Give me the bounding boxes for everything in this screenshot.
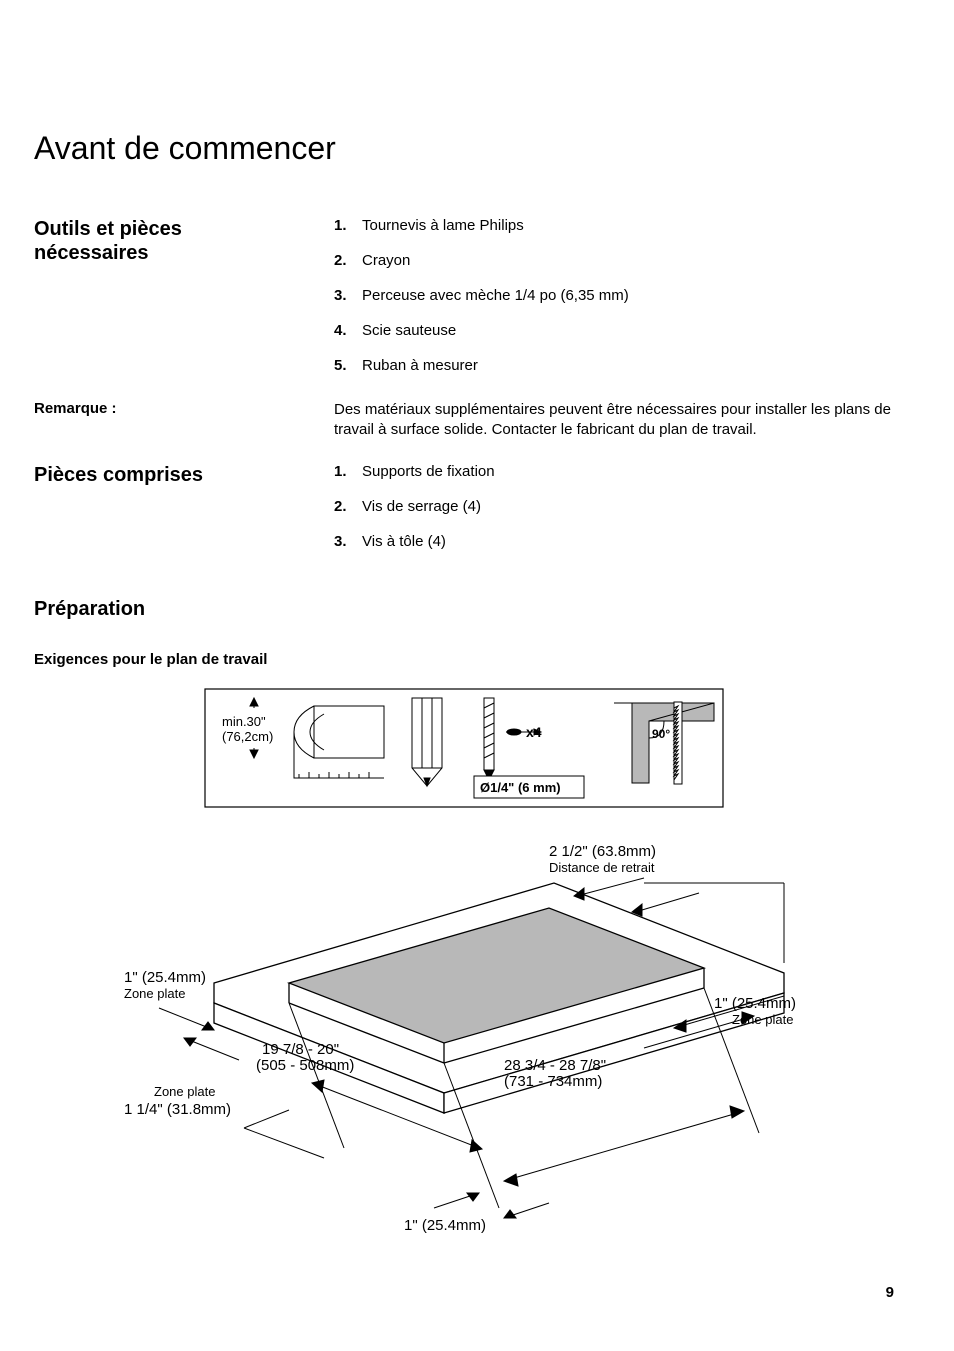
fig2-flat-bl-dim: 1 1/4" (31.8mm) <box>124 1101 231 1118</box>
tools-item: Ruban à mesurer <box>362 357 478 374</box>
parts-heading: Pièces comprises <box>34 463 334 487</box>
fig1-min-l2: (76,2cm) <box>222 729 273 744</box>
tools-item: Perceuse avec mèche 1/4 po (6,35 mm) <box>362 287 629 304</box>
fig1-min-l1: min.30" <box>222 714 266 729</box>
fig2-width-2: (731 - 734mm) <box>504 1073 602 1090</box>
fig2-flat-right-dim: 1" (25.4mm) <box>714 995 796 1012</box>
fig2-depth-2: (505 - 508mm) <box>256 1057 354 1074</box>
fig2-depth-1: 19 7/8 - 20" <box>262 1041 339 1058</box>
fig1-drill-label: Ø1/4" (6 mm) <box>480 780 561 795</box>
tools-item: Crayon <box>362 252 410 269</box>
fig2-setback-txt: Distance de retrait <box>549 860 655 875</box>
tools-item: Tournevis à lame Philips <box>362 217 524 234</box>
fig2-setback-dim: 2 1/2" (63.8mm) <box>549 843 656 860</box>
prep-heading: Préparation <box>34 598 894 621</box>
fig1-angle: 90° <box>652 727 670 741</box>
figure-countertop-diagram: 2 1/2" (63.8mm) Distance de retrait 1" (… <box>84 838 844 1258</box>
page-number: 9 <box>886 1284 894 1301</box>
tools-heading-l1: Outils et pièces <box>34 218 182 240</box>
note-label: Remarque : <box>34 400 334 417</box>
note-text: Des matériaux supplémentaires peuvent êt… <box>334 400 894 441</box>
parts-list: 1.Supports de fixation 2.Vis de serrage … <box>334 463 894 550</box>
tools-heading-l2: nécessaires <box>34 242 149 264</box>
page-title: Avant de commencer <box>34 130 894 167</box>
parts-item: Supports de fixation <box>362 463 495 480</box>
fig2-bottom-dim: 1" (25.4mm) <box>404 1217 486 1234</box>
fig2-flat-left-dim: 1" (25.4mm) <box>124 969 206 986</box>
fig2-flat-bl-txt: Zone plate <box>154 1084 215 1099</box>
parts-item: Vis de serrage (4) <box>362 498 481 515</box>
parts-item: Vis à tôle (4) <box>362 533 446 550</box>
fig2-width-1: 28 3/4 - 28 7/8" <box>504 1057 606 1074</box>
fig2-flat-right-txt: Zone plate <box>732 1012 793 1027</box>
figure-tools-diagram: min.30" (76,2cm) x4 Ø1/4" (6 mm) <box>204 688 724 808</box>
fig1-x4: x4 <box>526 724 542 740</box>
prep-sub: Exigences pour le plan de travail <box>34 651 894 668</box>
tools-list: 1.Tournevis à lame Philips 2.Crayon 3.Pe… <box>334 217 894 374</box>
tools-heading: Outils et pièces nécessaires <box>34 217 334 265</box>
tools-item: Scie sauteuse <box>362 322 456 339</box>
fig2-flat-left-txt: Zone plate <box>124 986 185 1001</box>
